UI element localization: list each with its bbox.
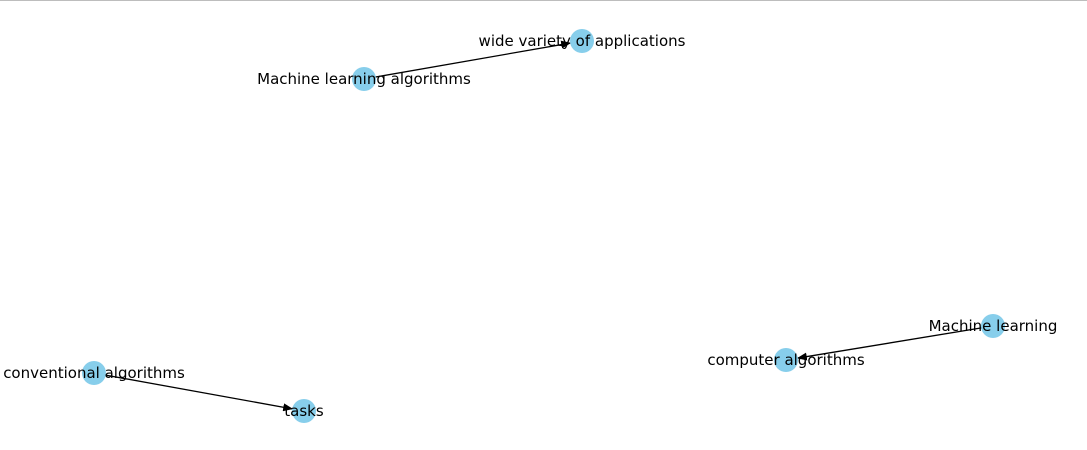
node-label-n5: Machine learning: [929, 317, 1058, 335]
node-label-n4: tasks: [284, 402, 324, 420]
top-divider: [0, 0, 1087, 1]
node-label-n1: Machine learning algorithms: [257, 70, 471, 88]
node-n3: [82, 361, 106, 385]
nodes-layer: [82, 29, 1005, 423]
node-n4: [292, 399, 316, 423]
node-n2: [570, 29, 594, 53]
node-label-n2: wide variety of applications: [479, 32, 686, 50]
node-n1: [352, 67, 376, 91]
node-n5: [981, 314, 1005, 338]
edge-n3-to-n4: [97, 373, 294, 412]
labels-layer: Machine learning algorithms wide variety …: [3, 32, 1057, 420]
edge-n1-to-n2: [367, 40, 572, 79]
edges-layer: [97, 40, 990, 412]
node-n6: [774, 348, 798, 372]
node-label-n6: computer algorithms: [707, 351, 865, 369]
node-label-n3: conventional algorithms: [3, 364, 185, 382]
edge-n5-to-n6: [796, 326, 990, 361]
